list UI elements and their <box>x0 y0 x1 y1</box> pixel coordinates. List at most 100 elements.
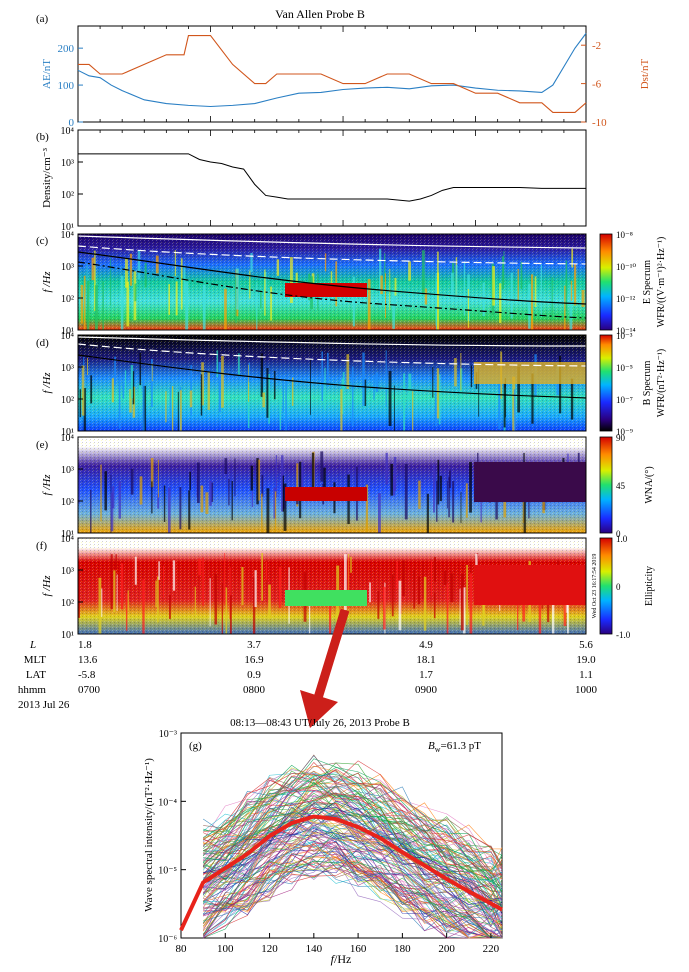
spectrogram-streak <box>110 257 112 306</box>
panel-b-label: (b) <box>36 131 49 143</box>
spectrogram-streak <box>190 365 192 416</box>
selection-arrow-shaft <box>313 608 350 700</box>
spectrogram-streak <box>510 272 513 319</box>
spectrogram-streak <box>250 465 254 491</box>
spectrogram-streak <box>384 273 386 319</box>
spectrogram-streak <box>225 587 228 634</box>
panel-f-label: (f) <box>36 540 47 552</box>
panel-e-red-band <box>285 487 367 501</box>
spectrogram-streak <box>79 389 82 418</box>
panel-f-cb-label: Ellipticity <box>644 566 655 606</box>
spectrogram-streak <box>198 558 202 576</box>
ephemeris-value: 4.9 <box>419 639 433 651</box>
spectrogram-streak <box>569 284 573 330</box>
spectrogram-streak <box>231 480 233 521</box>
spectrogram-streak <box>100 464 102 522</box>
spectrogram-streak <box>498 380 501 430</box>
spectrogram-streak <box>285 378 287 431</box>
spectrogram-streak <box>502 256 504 289</box>
spectrogram-streak <box>469 461 472 513</box>
spectrogram-streak <box>492 266 496 306</box>
spectrogram-streak <box>321 351 323 401</box>
spectrogram-streak <box>362 352 365 406</box>
spectrogram-streak <box>266 488 270 533</box>
panel-c-colorbar-tick-label: 10⁻¹⁰ <box>616 262 636 272</box>
spectrogram-streak <box>517 268 519 300</box>
spectrogram-streak <box>434 377 437 426</box>
spectrogram-streak <box>384 253 386 283</box>
spectrogram-streak <box>446 480 448 509</box>
ephemeris-value: 19.0 <box>576 654 596 666</box>
panel-f-y-tick-label: 10³ <box>61 566 74 577</box>
spectrogram-streak <box>478 368 480 417</box>
spectrogram-streak <box>91 257 95 281</box>
spectrogram-streak <box>278 567 282 608</box>
spectrogram-streak <box>134 283 137 302</box>
spectrogram-streak <box>158 459 159 498</box>
panel-g-xlabel: f/Hz <box>331 952 352 966</box>
panel-g-x-tick-label: 80 <box>176 943 188 955</box>
spectrogram-streak <box>531 373 534 424</box>
spectrogram-streak <box>551 277 553 321</box>
spectrogram-streak <box>367 279 371 330</box>
panel-d-white-dash <box>77 343 587 367</box>
individual-spectrum-line <box>202 765 503 871</box>
spectrogram-streak <box>404 464 408 520</box>
spectrogram-streak <box>200 374 203 416</box>
panel-g-ylabel: Wave spectral intensity/(nT²·Hz⁻¹) <box>143 758 155 912</box>
spectrogram-streak <box>98 577 102 634</box>
individual-spectrum-line <box>202 802 503 922</box>
spectrogram-streak <box>78 474 80 504</box>
panel-g-x-tick-label: 160 <box>350 943 367 955</box>
spectrogram-streak <box>158 561 160 580</box>
spectrogram-streak <box>229 567 231 619</box>
spectrogram-streak <box>436 480 438 522</box>
spectrogram-streak <box>463 262 466 316</box>
ephemeris-value: 1.1 <box>579 669 593 681</box>
panel-f-colorbar <box>599 537 613 635</box>
panel-f: (f) f /Hz 10¹ 10² 10³ 10⁴ 1.0 0 -1.0 Elliptic… <box>36 534 655 641</box>
spectrogram-streak <box>171 386 174 431</box>
spectrogram-streak <box>326 352 329 387</box>
ephemeris-table: L 1.8 3.7 4.9 5.6 MLT 13.6 16.9 18.1 19.0 LAT -5.8 0… <box>18 639 598 696</box>
spectrogram-streak <box>323 467 326 491</box>
individual-spectrum-line <box>202 821 503 939</box>
spectrogram-streak <box>422 250 425 295</box>
spectrogram-streak <box>438 374 441 425</box>
spectrogram-streak <box>512 376 516 431</box>
panel-f-green-band <box>285 590 367 606</box>
spectrogram-streak <box>202 557 204 606</box>
panel-a-left-tick-label: 200 <box>58 43 75 55</box>
spectrogram-streak <box>102 281 104 330</box>
spectrogram-streak <box>392 289 396 329</box>
ephemeris-value: 5.6 <box>579 639 593 651</box>
individual-spectrum-line <box>202 800 503 898</box>
spectrogram-streak <box>343 554 347 611</box>
individual-spectrum-line <box>203 792 503 893</box>
spectrogram-streak <box>270 286 273 321</box>
spectrogram-streak <box>179 487 182 530</box>
spectrogram-streak <box>200 485 204 513</box>
spectrogram-streak <box>480 489 482 523</box>
panel-c-white-line <box>77 235 587 249</box>
spectrogram-streak <box>328 594 332 634</box>
spectrogram-streak <box>385 452 388 485</box>
panel-e-dark-block <box>474 462 586 502</box>
spectrogram-streak <box>151 481 153 514</box>
spectrogram-streak <box>261 552 264 601</box>
ephemeris-value: 18.1 <box>416 654 435 666</box>
panel-d-fce-line <box>77 354 587 399</box>
panel-g-y-tick-label: 10⁻⁶ <box>158 934 177 945</box>
panel-d-colorbar-tick-label: 10⁻⁷ <box>616 395 633 405</box>
panel-e-ylabel: f /Hz <box>41 474 53 496</box>
panel-b-ylabel: Density/cm⁻³ <box>41 147 53 208</box>
spectrogram-streak <box>279 390 281 430</box>
spectrogram-streak <box>256 458 259 505</box>
spectrogram-streak <box>248 364 250 402</box>
spectrogram-streak <box>528 490 530 519</box>
spectrogram-streak <box>122 383 125 399</box>
panel-g-annotation: Bw=61.3 pT <box>428 740 481 754</box>
panel-d-frame <box>77 334 587 432</box>
panel-c-cb-label1: E Specrum <box>642 260 653 304</box>
